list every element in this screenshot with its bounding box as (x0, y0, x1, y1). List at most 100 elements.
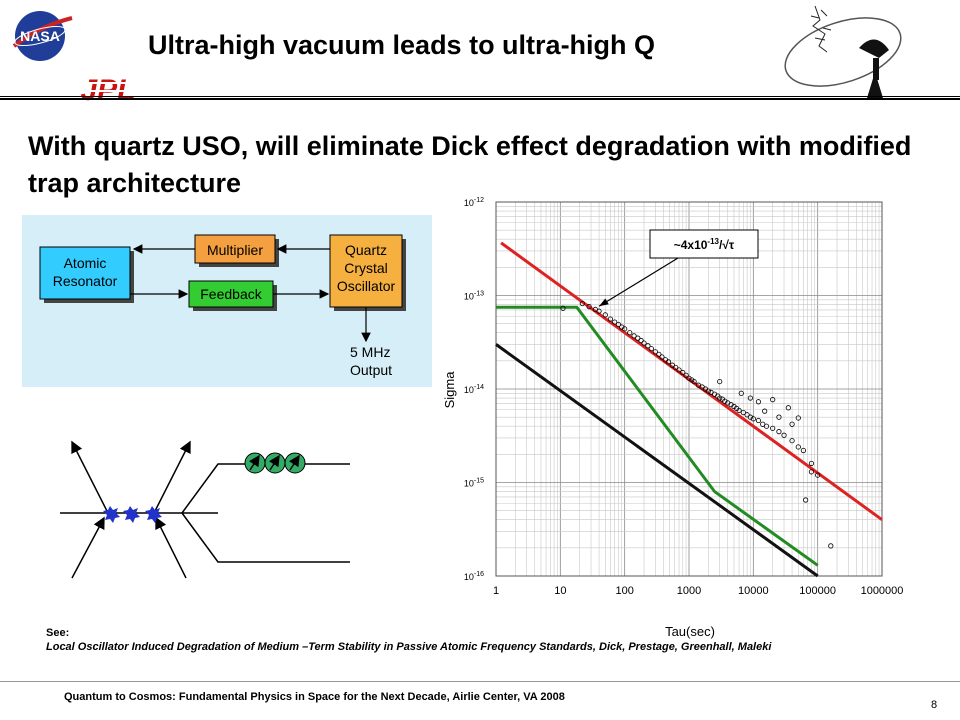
data-point (808, 460, 815, 467)
ion-trap-diagram (60, 440, 350, 579)
data-point (622, 326, 628, 332)
allan-deviation-chart: 1 10 100 1000 10000 100000 1000000 10-1210-131… (442, 197, 903, 639)
data-point (717, 378, 723, 385)
chart-y-label: Sigma (442, 371, 457, 409)
subtitle: With quartz USO, will eliminate Dick eff… (28, 131, 912, 198)
annotation-arrow-line (598, 257, 679, 307)
data-point (686, 375, 692, 381)
x-tick-label: 100 (615, 585, 633, 597)
data-point (612, 319, 618, 325)
page-number: 8 (931, 699, 938, 711)
data-point (659, 354, 665, 360)
data-point (762, 408, 768, 414)
data-point (755, 417, 762, 424)
svg-text:Quartz: Quartz (345, 242, 387, 258)
data-point (747, 395, 753, 401)
data-point (641, 340, 647, 346)
data-point (615, 321, 622, 328)
svg-text:5 MHz: 5 MHz (350, 344, 390, 360)
nasa-logo-text: NASA (20, 28, 60, 44)
data-point (673, 364, 679, 371)
slide-title: Ultra-high vacuum leads to ultra-high Q (148, 30, 656, 60)
chart-x-ticks: 1 10 100 1000 10000 100000 1000000 (493, 585, 903, 597)
atomic-resonator-box: Atomic Resonator (39, 246, 134, 303)
data-point (717, 395, 723, 401)
data-point (652, 349, 658, 355)
nasa-logo: NASA (12, 11, 73, 61)
data-point (602, 312, 608, 318)
data-point (627, 330, 633, 336)
data-point (586, 304, 592, 310)
data-point (705, 388, 711, 394)
data-point (785, 405, 791, 411)
svg-text:Atomic: Atomic (64, 255, 107, 271)
data-point (789, 421, 795, 427)
svg-text:Resonator: Resonator (53, 273, 118, 289)
block-diagram: Atomic Resonator Multiplier Feedback Qua… (22, 215, 432, 387)
svg-text:Oscillator: Oscillator (337, 278, 396, 294)
chart-annotation: ~4x10-13/√τ (598, 229, 759, 307)
data-point (560, 305, 566, 311)
reference-citation: Local Oscillator Induced Degradation of … (46, 641, 771, 653)
chart-points (560, 300, 834, 549)
data-point (789, 438, 795, 444)
data-point (740, 409, 746, 416)
data-point (631, 333, 637, 339)
y-tick-label: 10-13 (464, 291, 484, 302)
series-line-1 (496, 305, 819, 567)
quartz-oscillator-box: Quartz Crystal Oscillator (329, 234, 406, 311)
data-point (738, 390, 744, 396)
reference-title: Local Oscillator Induced Degradation of … (46, 641, 596, 653)
data-point (665, 359, 672, 365)
x-tick-label: 1 (493, 585, 499, 597)
y-tick-label: 10-14 (464, 384, 484, 395)
feedback-box: Feedback (188, 280, 277, 311)
annotation-label: ~4x10-13/√τ (674, 237, 735, 252)
data-point (645, 343, 651, 349)
plot-frame (495, 201, 883, 577)
chart-y-ticks: 10-12 10-13 10-14 10-15 10-16 (464, 197, 484, 582)
data-point (648, 346, 654, 352)
data-point (722, 398, 728, 404)
header-rule (0, 96, 960, 100)
y-tick-label: 10-16 (464, 571, 484, 582)
reference-authors: Dick, Prestage, Greenhall, Maleki (595, 641, 772, 653)
svg-text:Crystal: Crystal (344, 260, 388, 276)
x-tick-label: 10000 (738, 585, 769, 597)
multiplier-box: Multiplier (194, 234, 279, 267)
annotation-box (649, 229, 759, 259)
y-tick-label: 10-15 (464, 478, 484, 489)
reference-see-label: See: (46, 627, 70, 639)
data-point (744, 412, 750, 418)
data-point (607, 316, 613, 322)
data-point (781, 432, 787, 438)
footer-rule (0, 681, 960, 682)
y-tick-label: 10-12 (464, 197, 484, 208)
chart-x-label: Tau(sec) (665, 624, 715, 639)
x-tick-label: 1000000 (861, 585, 904, 597)
data-point (676, 367, 682, 373)
data-point (815, 472, 821, 478)
svg-text:Output: Output (350, 362, 392, 378)
data-point (747, 414, 753, 420)
data-point (596, 308, 602, 314)
x-tick-label: 10 (554, 585, 566, 597)
data-point (776, 414, 782, 420)
data-point (808, 469, 815, 475)
footer-text: Quantum to Cosmos: Fundamental Physics i… (64, 691, 565, 703)
data-point (800, 447, 806, 454)
series-line-2 (495, 343, 819, 578)
chart-grid (495, 201, 883, 577)
data-point (770, 425, 776, 431)
annotation-arrow-head (599, 298, 609, 307)
data-point (635, 335, 641, 341)
data-point (750, 416, 756, 422)
data-point (776, 429, 782, 435)
data-point (803, 497, 809, 503)
data-point (755, 399, 762, 405)
data-point (691, 378, 697, 385)
data-point (638, 337, 644, 344)
antenna-dish-icon (784, 5, 902, 98)
x-tick-label: 1000 (677, 585, 701, 597)
data-point (683, 372, 689, 378)
